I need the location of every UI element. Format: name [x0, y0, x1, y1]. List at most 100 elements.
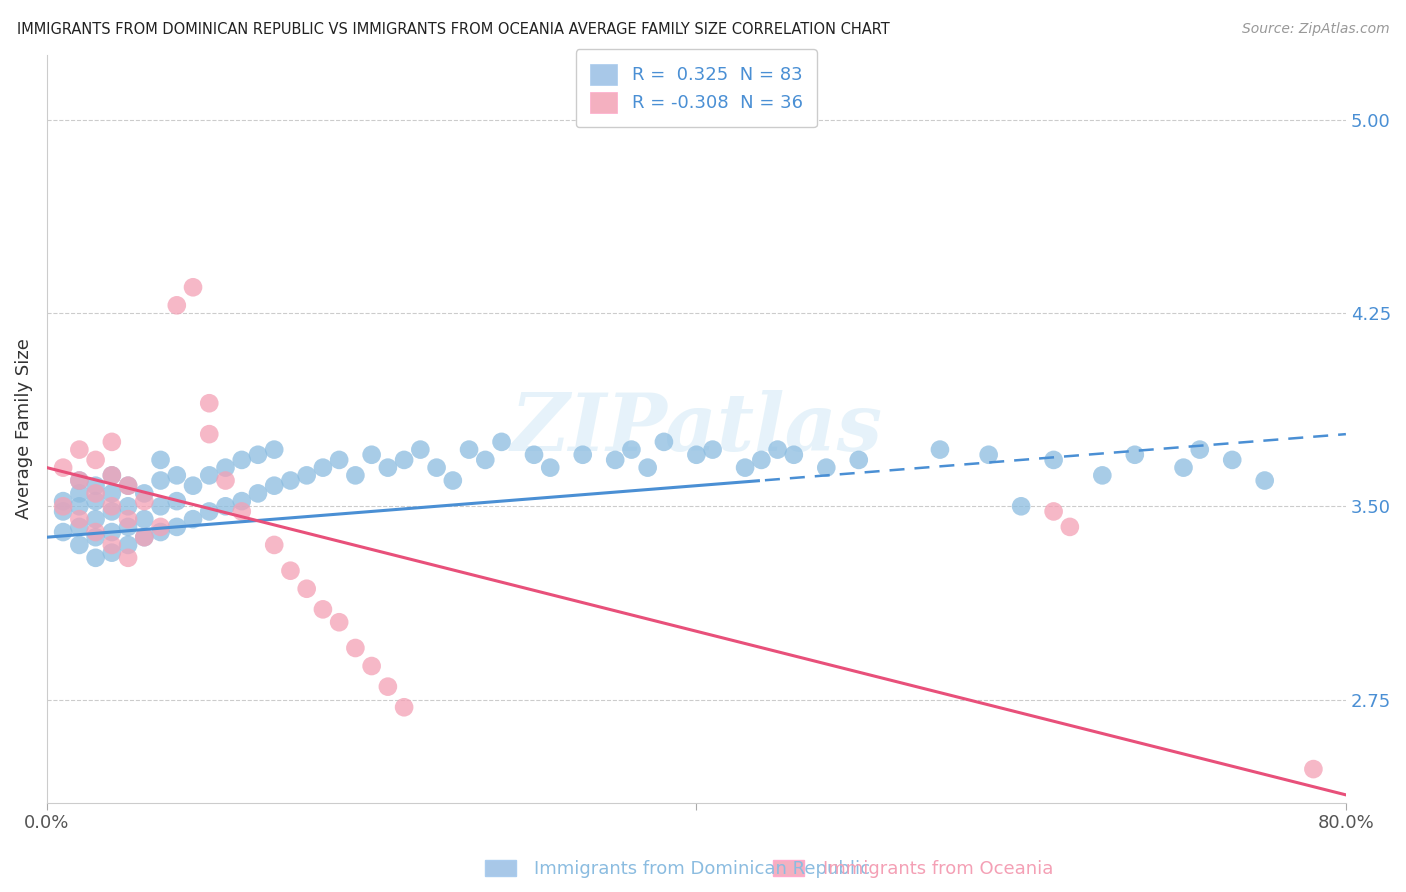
- Point: [101, 524, 124, 539]
- Point: [1220, 453, 1243, 467]
- Point: [67, 512, 90, 526]
- Point: [134, 494, 156, 508]
- Point: [426, 460, 449, 475]
- Point: [1059, 520, 1081, 534]
- Point: [523, 448, 546, 462]
- Point: [328, 453, 350, 467]
- Point: [214, 474, 236, 488]
- Point: [702, 442, 724, 457]
- Point: [280, 474, 302, 488]
- Point: [181, 478, 204, 492]
- Point: [1123, 448, 1146, 462]
- Point: [149, 500, 172, 514]
- Point: [246, 448, 269, 462]
- Point: [848, 453, 870, 467]
- Point: [101, 434, 124, 449]
- Y-axis label: Average Family Size: Average Family Size: [15, 339, 32, 519]
- Text: Immigrants from Dominican Republic: Immigrants from Dominican Republic: [534, 860, 870, 878]
- Point: [344, 640, 367, 655]
- Point: [67, 500, 90, 514]
- Point: [295, 468, 318, 483]
- Point: [263, 538, 285, 552]
- Point: [377, 680, 399, 694]
- Point: [181, 512, 204, 526]
- Point: [67, 486, 90, 500]
- Point: [263, 442, 285, 457]
- Point: [52, 460, 75, 475]
- Point: [685, 448, 707, 462]
- Point: [231, 494, 253, 508]
- Point: [67, 538, 90, 552]
- Point: [214, 460, 236, 475]
- FancyBboxPatch shape: [485, 860, 516, 876]
- Point: [101, 504, 124, 518]
- Point: [1173, 460, 1195, 475]
- Point: [52, 524, 75, 539]
- Point: [734, 460, 756, 475]
- Point: [198, 468, 221, 483]
- Point: [149, 524, 172, 539]
- Point: [280, 564, 302, 578]
- Point: [149, 474, 172, 488]
- Point: [1302, 762, 1324, 776]
- Point: [1188, 442, 1211, 457]
- Point: [637, 460, 659, 475]
- Point: [166, 520, 188, 534]
- Point: [263, 478, 285, 492]
- Point: [134, 486, 156, 500]
- Point: [474, 453, 496, 467]
- Point: [783, 448, 806, 462]
- Point: [67, 474, 90, 488]
- Point: [1091, 468, 1114, 483]
- Point: [198, 427, 221, 442]
- Point: [392, 453, 415, 467]
- Point: [101, 486, 124, 500]
- Point: [134, 530, 156, 544]
- Point: [101, 538, 124, 552]
- Point: [1042, 504, 1064, 518]
- Point: [67, 520, 90, 534]
- Legend: R =  0.325  N = 83, R = -0.308  N = 36: R = 0.325 N = 83, R = -0.308 N = 36: [575, 49, 817, 128]
- Point: [458, 442, 481, 457]
- Point: [620, 442, 643, 457]
- Point: [344, 468, 367, 483]
- Point: [312, 602, 335, 616]
- Point: [134, 530, 156, 544]
- Point: [84, 530, 107, 544]
- Point: [52, 504, 75, 518]
- Point: [312, 460, 335, 475]
- Point: [117, 478, 139, 492]
- Point: [117, 500, 139, 514]
- Point: [101, 500, 124, 514]
- Point: [117, 538, 139, 552]
- Point: [84, 478, 107, 492]
- Point: [491, 434, 513, 449]
- Point: [652, 434, 675, 449]
- Point: [117, 550, 139, 565]
- Point: [214, 500, 236, 514]
- Text: ZIPatlas: ZIPatlas: [510, 390, 883, 467]
- Point: [67, 474, 90, 488]
- Point: [52, 494, 75, 508]
- Point: [117, 520, 139, 534]
- Point: [52, 500, 75, 514]
- Text: Immigrants from Oceania: Immigrants from Oceania: [823, 860, 1053, 878]
- Point: [328, 615, 350, 630]
- Point: [149, 520, 172, 534]
- Point: [295, 582, 318, 596]
- Point: [166, 494, 188, 508]
- Point: [84, 494, 107, 508]
- Point: [84, 453, 107, 467]
- Text: Source: ZipAtlas.com: Source: ZipAtlas.com: [1241, 22, 1389, 37]
- Point: [929, 442, 952, 457]
- Point: [1010, 500, 1032, 514]
- Point: [1254, 474, 1277, 488]
- Point: [134, 512, 156, 526]
- Point: [377, 460, 399, 475]
- Point: [149, 453, 172, 467]
- Point: [117, 512, 139, 526]
- Point: [538, 460, 561, 475]
- Point: [101, 546, 124, 560]
- Point: [117, 478, 139, 492]
- Point: [815, 460, 838, 475]
